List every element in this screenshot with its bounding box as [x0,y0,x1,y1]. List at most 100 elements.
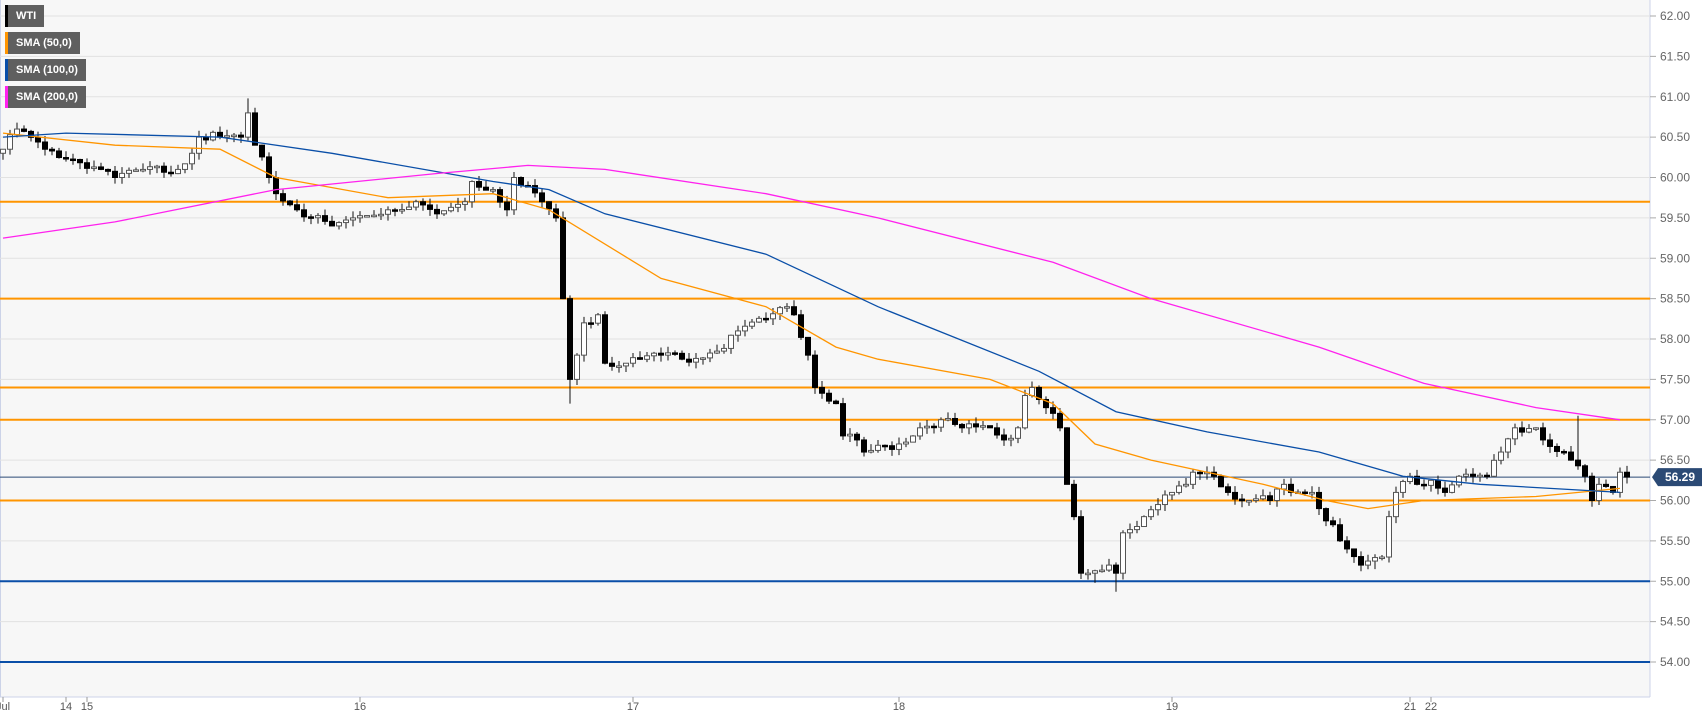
candle [483,181,489,191]
candle [1421,479,1427,490]
candle-body-down [77,158,83,164]
candle-body-up [231,134,237,138]
candle-body-up [1134,526,1140,531]
candle [1428,479,1434,492]
candle-body-down [70,158,76,162]
candle [1372,554,1378,570]
candle-body-down [1561,450,1567,454]
candle-body-up [385,209,391,215]
candle [896,437,902,456]
candle-body-down [1232,491,1238,500]
candle-body-down [819,386,825,394]
candle-body-up [1099,569,1105,573]
candle-body-down [84,162,90,169]
candle-body-up [924,425,930,429]
candle [1106,558,1112,572]
candle [1036,385,1042,405]
candle-body-down [105,168,111,172]
candle [1568,446,1574,461]
candle [1176,480,1182,495]
y-tick-label: 56.00 [1660,494,1690,508]
candle-body-up [749,321,755,327]
candle [56,147,62,159]
candle-body-up [917,427,923,437]
y-tick-label: 59.00 [1660,251,1690,265]
candle-body-down [308,216,314,219]
candle [847,428,853,442]
candle-body-up [1617,471,1623,493]
candle [735,325,741,342]
candle [721,344,727,354]
candle-body-up [1162,494,1168,506]
candle-body-up [126,169,132,174]
candle-body-down [1421,483,1427,487]
candle [252,107,258,146]
x-tick-label: Jul [0,701,10,712]
candle-body-down [483,186,489,191]
candle [189,148,195,170]
legend-sma-50[interactable]: SMA (50,0) [5,32,80,54]
candle-body-down [273,177,279,195]
candle-body-up [0,148,6,154]
candle [1477,472,1483,482]
candle-body-down [420,201,426,206]
candle-body-down [861,439,867,453]
candle-body-up [343,219,349,224]
candle-body-down [532,185,538,194]
candle-body-down [1589,475,1595,501]
x-tick-label: 22 [1425,701,1437,712]
candle [329,215,335,227]
candle-body-down [1197,471,1203,475]
candle-body-up [910,435,916,443]
candle-body-down [546,201,552,210]
candle [357,211,363,223]
candle-body-up [1449,484,1455,493]
candle-body-up [1183,483,1189,487]
candle-body-up [1526,427,1532,433]
x-tick-label: 15 [81,701,93,712]
candle-body-down [301,209,307,218]
y-tick-label: 56.50 [1660,453,1690,467]
candle-body-down [168,171,174,175]
candle [693,353,699,369]
candle-body-up [707,352,713,359]
candle [798,309,804,340]
candles [0,98,1630,592]
candle-body-up [665,352,671,356]
candle [651,351,657,362]
candle [1267,491,1273,506]
candle [91,160,97,172]
candle-body-up [1246,500,1252,503]
candle [938,417,944,432]
candle [980,420,986,431]
y-tick-label: 62.00 [1660,9,1690,23]
candle-body-down [1484,474,1490,478]
candle-body-down [1519,427,1525,433]
candle-body-up [1141,516,1147,528]
candle [714,344,720,354]
candle-body-down [1351,548,1357,558]
candle-body-down [434,208,440,215]
candle [231,133,237,143]
candle [1498,446,1504,465]
candle [791,300,797,316]
legend-sma-200[interactable]: SMA (200,0) [5,86,86,108]
candle [0,148,6,160]
candle [910,435,916,443]
candle [917,422,923,440]
candle-body-up [1008,437,1014,441]
candle [1491,454,1497,478]
candle [840,397,846,440]
legend-wti[interactable]: WTI [5,5,45,27]
candle [210,130,216,142]
candle-body-down [1344,540,1350,550]
candle [1316,486,1322,516]
candle-body-down [1064,427,1070,485]
candle [623,362,629,373]
legend-sma-100[interactable]: SMA (100,0) [5,59,86,81]
candle-body-down [805,336,811,356]
candle [238,131,244,143]
candle [1183,477,1189,488]
candle [931,423,937,434]
